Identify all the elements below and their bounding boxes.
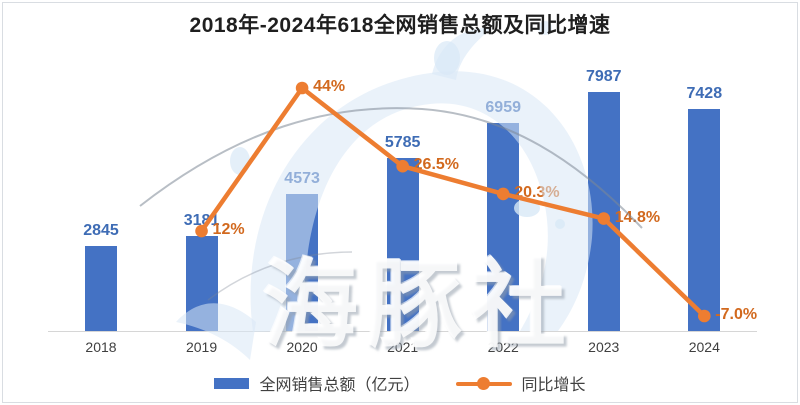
line-marker-2019: [195, 224, 208, 238]
chart-legend: 全网销售总额（亿元） 同比增长: [0, 371, 800, 395]
line-marker-2020: [295, 81, 309, 95]
x-axis-label: 2024: [688, 339, 720, 355]
bar-value-label: 7428: [686, 85, 723, 102]
x-axis-label: 2023: [588, 339, 620, 355]
line-marker-2022: [496, 187, 510, 201]
line-marker-2023: [597, 212, 611, 225]
line-marker-2024: [698, 309, 711, 323]
bar-2018: [85, 246, 117, 331]
x-axis-label: 2020: [286, 339, 318, 355]
x-axis-label: 2022: [487, 339, 519, 355]
line-marker-2021: [396, 159, 409, 173]
growth-line: [199, 85, 707, 319]
legend-label-sales: 全网销售总额（亿元）: [259, 377, 420, 394]
legend-label-growth: 同比增长: [521, 377, 586, 394]
x-axis-label: 2021: [387, 339, 419, 355]
chart-title: 2018年-2024年618全网销售总额及同比增速: [189, 14, 611, 37]
legend-line-swatch-icon: [455, 376, 512, 390]
legend-bar-swatch-icon: [214, 377, 250, 389]
legend-line-dot: [476, 376, 490, 390]
x-axis-label: 2018: [85, 339, 117, 355]
bar-2024: [688, 109, 721, 331]
bar-value-label: 7987: [585, 68, 622, 85]
bar-value-label: 2845: [83, 222, 119, 239]
line-point-label: -7.0%: [715, 305, 758, 323]
